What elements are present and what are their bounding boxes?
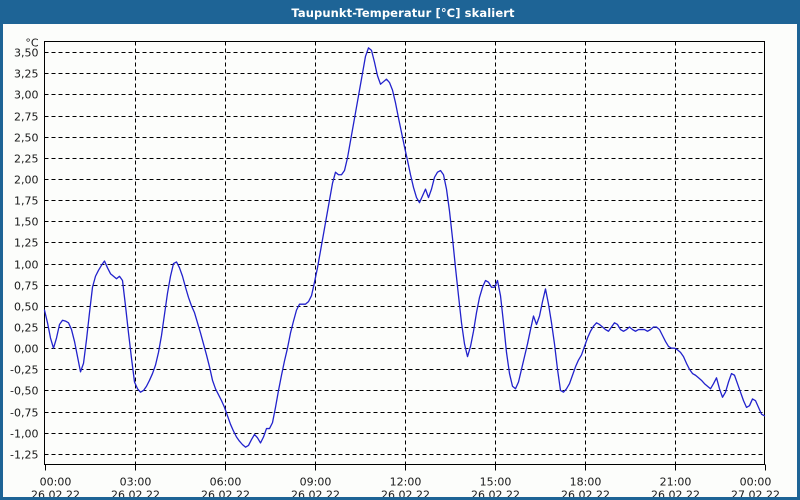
data-series-line xyxy=(43,47,766,448)
x-axis-date-label: 26.02.22 xyxy=(651,489,700,500)
x-axis-date-label: 26.02.22 xyxy=(561,489,610,500)
y-axis-tick-label: -0,75 xyxy=(10,407,38,420)
y-axis-tick-label: 1,00 xyxy=(14,259,39,272)
y-axis-tick-label: 0,75 xyxy=(14,280,39,293)
y-axis-tick-label: 3,25 xyxy=(14,68,39,81)
y-axis-tick-label: -0,25 xyxy=(10,364,38,377)
x-axis-time-label: 09:00 xyxy=(300,476,332,489)
horizontal-gridlines xyxy=(44,52,765,455)
x-axis-time-label: 00:00 xyxy=(740,476,772,489)
x-axis-labels: 00:0026.02.2203:0026.02.2206:0026.02.220… xyxy=(31,476,780,500)
y-axis-tick-label: -1,25 xyxy=(10,449,38,462)
chart-canvas: 3,50 3,25 3,00 2,75 2,50 2,25 2,00 1,75 1,50 1,25… xyxy=(3,24,797,500)
x-axis-date-label: 26.02.22 xyxy=(291,489,340,500)
vertical-gridlines xyxy=(135,41,676,465)
window-title-bar: Taupunkt-Temperatur [°C] skaliert xyxy=(3,3,797,24)
y-axis-tick-label: 1,75 xyxy=(14,195,39,208)
y-axis-tick-label: 0,00 xyxy=(14,343,39,356)
y-axis-labels: 3,50 3,25 3,00 2,75 2,50 2,25 2,00 1,75 1,50 1,25… xyxy=(10,47,38,462)
x-axis-time-label: 12:00 xyxy=(390,476,422,489)
x-axis-date-label: 27.02.22 xyxy=(731,489,780,500)
x-axis-date-label: 26.02.22 xyxy=(111,489,160,500)
x-axis-time-label: 06:00 xyxy=(210,476,242,489)
y-axis-tick-label: 2,50 xyxy=(14,132,39,145)
plot-frame xyxy=(43,40,766,466)
x-axis-date-label: 26.02.22 xyxy=(471,489,520,500)
y-axis-tick-label: -0,50 xyxy=(10,385,38,398)
x-axis-time-label: 21:00 xyxy=(660,476,692,489)
axis-tickmarks xyxy=(45,464,766,471)
x-axis-date-label: 26.02.22 xyxy=(31,489,80,500)
x-axis-time-label: 00:00 xyxy=(40,476,72,489)
x-axis-time-label: 15:00 xyxy=(480,476,512,489)
x-axis-time-label: 03:00 xyxy=(120,476,152,489)
y-axis-tick-label: 0,50 xyxy=(14,301,39,314)
data-series-group xyxy=(43,47,766,448)
y-axis-tick-label: 2,00 xyxy=(14,174,39,187)
y-axis-tick-label: 3,00 xyxy=(14,89,39,102)
line-chart-svg: 3,50 3,25 3,00 2,75 2,50 2,25 2,00 1,75 1,50 1,25… xyxy=(3,24,797,500)
x-axis-date-label: 26.02.22 xyxy=(381,489,430,500)
y-axis-tick-label: -1,00 xyxy=(10,428,38,441)
y-axis-tick-label: 2,75 xyxy=(14,111,39,124)
y-axis-tick-label: 0,25 xyxy=(14,322,39,335)
x-axis-time-label: 18:00 xyxy=(570,476,602,489)
y-axis-unit-label: °C xyxy=(25,37,39,50)
y-axis-tick-label: 1,50 xyxy=(14,216,39,229)
y-axis-tick-label: 2,25 xyxy=(14,153,39,166)
y-axis-tick-label: 3,50 xyxy=(14,47,39,60)
x-axis-date-label: 26.02.22 xyxy=(201,489,250,500)
y-axis-tick-label: 1,25 xyxy=(14,237,39,250)
